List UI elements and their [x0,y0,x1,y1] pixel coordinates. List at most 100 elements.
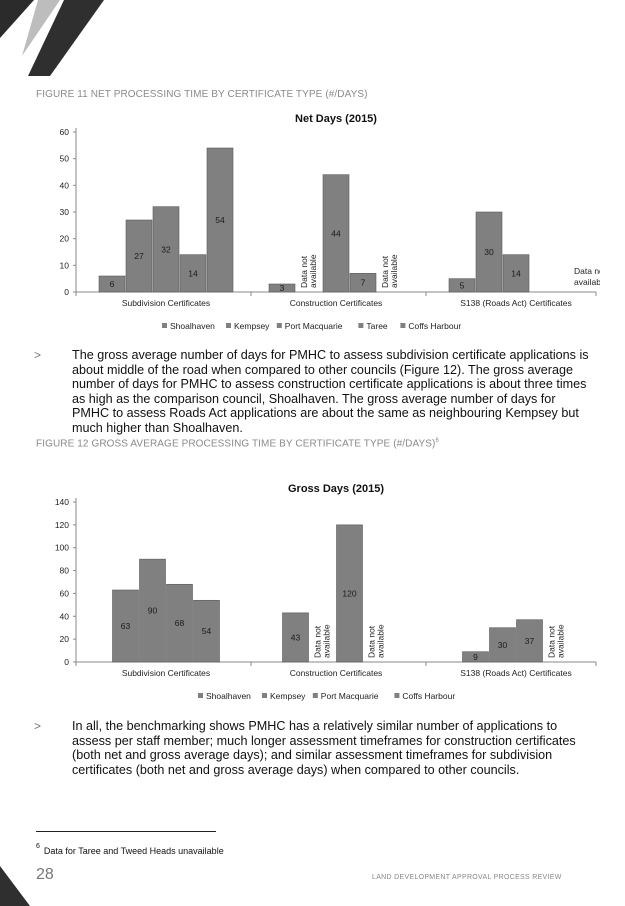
bar-shoalhaven-s138-roads-act-certificates [462,651,489,663]
bar-value-label: 30 [484,247,494,257]
bar-shoalhaven-construction-certificates [268,283,296,293]
legend-label-kempsey: Kempsey [234,321,270,331]
na-label: Data not available [299,254,318,288]
y-tick-label: 40 [60,180,70,190]
bottom-decoration [0,866,30,906]
bar-value-label: 120 [342,588,356,598]
bar-value-label: 90 [148,606,158,616]
y-tick-label: 50 [60,154,70,164]
bar-value-label: 30 [498,640,508,650]
na-label-line2: available [376,624,386,658]
legend-label-taree: Taree [366,321,388,331]
gross-days-chart-svg: Gross Days (2015) 0 20 40 60 80 100 120 140 Subdi… [55,483,597,701]
legend-label-port-macquarie: Port Macquarie [285,321,343,331]
bar-value-label: 63 [121,621,131,631]
y-tick-label: 10 [60,260,70,270]
legend-swatch [394,693,400,698]
na-label-line2: available [389,254,399,288]
x-category-label: Construction Certificates [290,298,383,308]
bullet-paragraph: > The gross average number of days for P… [34,348,594,436]
page-number: 28 [36,866,54,883]
bar-value-label: 9 [473,652,478,662]
bullet-paragraph: > In all, the benchmarking shows PMHC ha… [34,719,594,777]
footnote-divider [36,831,216,832]
y-tick-label: 120 [55,520,69,530]
bullet-text: The gross average number of days for PMH… [72,348,589,435]
na-label: Data not available [367,624,386,658]
x-category-label: Subdivision Certificates [122,668,210,678]
footnote-number: 6 [36,843,40,850]
bar-value-label: 14 [188,268,198,278]
na-label: Data not available [380,254,399,288]
na-label-line1: Data not [299,255,309,288]
bullet-text: In all, the benchmarking shows PMHC has … [72,719,576,777]
chart-title: Gross Days (2015) [288,483,384,495]
bar-value-label: 3 [280,283,285,293]
legend-label-kempsey: Kempsey [270,691,306,701]
y-tick-label: 60 [60,127,70,137]
bar-value-label: 54 [202,626,212,636]
na-label-line2: available [322,624,332,658]
y-tick-label: 0 [64,657,69,667]
net-days-chart-svg: Net Days (2015) 0 10 20 30 40 50 60 Subdivision … [60,113,600,331]
bar-value-label: 37 [525,636,535,646]
bar-value-label: 54 [215,215,225,225]
footnote-ref: 6 [435,438,439,444]
x-category-label: S138 (Roads Act) Certificates [460,298,572,308]
y-tick-label: 20 [60,634,70,644]
na-label-line1: Data not [380,255,390,288]
bar-value-label: 6 [110,279,115,289]
na-label: Data not available [547,624,566,658]
legend-label-coffs-harbour: Coffs Harbour [402,691,455,701]
na-label-line2: available [574,277,600,287]
na-label-line2: available [308,254,318,288]
bar-kempsey-s138-roads-act-certificates [475,211,503,293]
footnote-text: Data for Taree and Tweed Heads unavailab… [43,846,224,856]
legend-swatch [358,323,364,328]
bar-shoalhaven-subdivision-certificates [112,589,139,663]
na-label-line2: available [556,624,566,658]
bar-shoalhaven-subdivision-certificates [98,275,126,293]
bar-value-label: 32 [161,244,171,254]
bar-taree-subdivision-certificates [179,254,207,293]
y-tick-label: 140 [55,497,69,507]
legend-swatch [276,323,282,328]
bar-taree-construction-certificates [349,273,377,293]
bar-value-label: 44 [331,228,341,238]
y-tick-label: 100 [55,543,69,553]
legend-label-port-macquarie: Port Macquarie [321,691,379,701]
legend-swatch [226,323,231,328]
bar-value-label: 5 [460,280,465,290]
na-label-line1: Data not [547,625,557,658]
bar-kempsey-subdivision-certificates [125,219,153,293]
gross-days-chart: Gross Days (2015) 0 20 40 60 80 100 120 140 Subdi… [30,478,600,708]
legend-swatch [198,693,203,698]
legend-label-coffs-harbour: Coffs Harbour [408,321,461,331]
legend-label-shoalhaven: Shoalhaven [170,321,215,331]
bar-kempsey-subdivision-certificates [139,558,166,663]
net-days-chart: Net Days (2015) 0 10 20 30 40 50 60 Subdivision … [30,108,600,338]
bar-port-macquarie-subdivision-certificates [166,583,193,663]
y-tick-label: 0 [64,287,69,297]
y-tick-label: 80 [60,566,70,576]
bar-port-macquarie-subdivision-certificates [152,206,180,293]
x-category-label: S138 (Roads Act) Certificates [460,668,572,678]
na-label-line1: Data not [574,266,600,276]
na-label: Data not available [313,624,332,658]
x-category-label: Construction Certificates [290,668,383,678]
corner-decoration [0,0,104,76]
bar-coffs-harbour-subdivision-certificates [206,147,234,293]
bar-port-macquarie-s138-roads-act-certificates [516,619,543,663]
bullet-marker: > [34,719,42,733]
legend-label-shoalhaven: Shoalhaven [206,691,251,701]
figure-12-caption: FIGURE 12 GROSS AVERAGE PROCESSING TIME … [36,438,439,449]
bar-value-label: 14 [511,268,521,278]
chart-title: Net Days (2015) [295,113,377,125]
legend-swatch [312,693,318,698]
y-tick-label: 20 [60,234,70,244]
y-tick-label: 60 [60,588,70,598]
bar-port-macquarie-construction-certificates [336,524,363,663]
bar-shoalhaven-construction-certificates [282,612,309,663]
legend-swatch [400,323,406,328]
bar-value-label: 7 [361,278,366,288]
